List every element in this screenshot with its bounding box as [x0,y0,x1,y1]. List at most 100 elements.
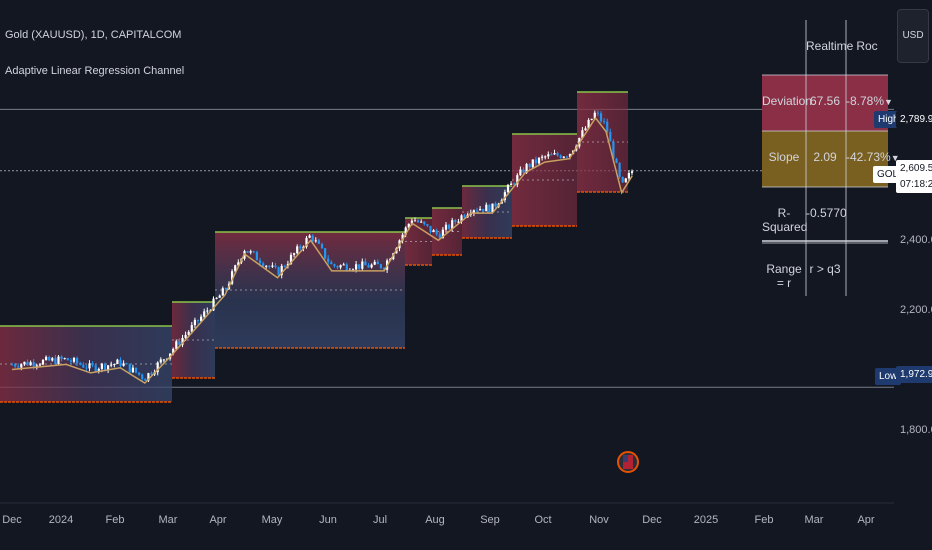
header-roc: Roc [856,39,878,53]
candle-body [488,204,491,213]
candle-body [531,159,534,168]
candle-body [38,364,41,366]
candle-body [141,374,144,379]
candle-body [522,169,525,173]
candle-body [454,220,457,223]
candle-body [29,362,32,366]
time-label: Jul [372,514,388,526]
roc-value: -42.73% [846,150,891,164]
candle-body [457,221,460,223]
candle-body [138,372,141,375]
row-slope-roc: -42.73%▼ [846,150,900,164]
time-label: 2024 [48,514,74,526]
candle-body [107,365,110,370]
candle-body [277,267,280,276]
header-realtime: Realtime [806,39,854,53]
candle-body [333,264,336,267]
event-marker[interactable] [617,451,639,473]
stats-table-background [762,20,888,296]
candle-body [10,364,14,366]
row-slope-label: Slope [768,150,800,164]
candle-body [258,260,262,264]
candle-body [274,265,277,268]
candle-body [246,251,249,253]
candle-body [172,348,175,354]
candle-body [339,265,342,268]
price-label: 2,400.00 [900,234,932,246]
candle-body [268,265,271,267]
candle-body [82,364,85,368]
current-price: 2,609.56 [896,160,932,177]
candle-body [159,359,162,363]
candle-body [606,121,609,133]
candle-body [17,366,20,368]
candle-body [162,359,165,361]
time-label: Feb [754,514,774,526]
candle-body [113,364,116,366]
candle-body [35,365,38,367]
candle-body [451,220,454,229]
candle-body [314,240,317,242]
down-arrow-icon: ▼ [884,97,893,107]
candle-body [361,261,364,269]
roc-value: -8.78% [846,94,885,108]
row-rsquared-realtime: -0.5770 [806,206,847,220]
row-rsquared-label: R-Squared [762,206,808,234]
candle-body [404,227,407,235]
candle-body [69,360,72,362]
candle-body [407,224,410,228]
candle-body [76,358,79,364]
candle-body [218,295,221,298]
candle-body [627,172,630,179]
candle-body [584,128,587,131]
candle-body [376,261,379,265]
candle-body [417,220,420,223]
symbol-title[interactable]: Gold (XAUUSD), 1D, CAPITALCOM [5,29,182,41]
candle-body [237,262,240,266]
candle-body [401,234,404,241]
candle-body [472,210,475,213]
indicator-name[interactable]: Adaptive Linear Regression Channel [5,65,185,77]
candle-body [590,118,593,120]
candle-body [283,265,286,267]
row-deviation-label: Deviation [762,94,813,108]
candle-body [324,248,327,259]
candle-body [463,215,466,218]
time-label: Jun [319,514,337,526]
candle-body [553,153,556,155]
candle-body [370,264,373,268]
candle-body [475,210,479,212]
candle-body [215,297,218,299]
moving-average-path [11,116,633,385]
time-label: Sep [480,514,500,526]
regression-channels [0,91,628,403]
candle-body [131,367,134,373]
time-label: Nov [589,514,609,526]
candle-body [100,363,103,369]
time-label: Dec [2,514,22,526]
candle-body [255,252,258,261]
candle-body [593,112,596,119]
candle-body [317,240,320,244]
slope-row-bg [762,131,888,187]
candle-body [603,121,606,123]
candle-body [196,319,200,322]
candle-body [212,298,215,311]
candle-body [51,358,54,361]
time-label: Mar [804,514,824,526]
candle-body [516,175,519,185]
row-range-label: Range = r [766,262,802,290]
time-label: Oct [534,514,552,526]
candle-body [150,373,153,375]
row-range-realtime: r > q3 [809,262,841,276]
candle-body [54,358,57,365]
moving-average-line [11,116,633,385]
candle-body [293,253,296,255]
candle-body [231,271,234,284]
candle-body [91,363,94,366]
candle-body [429,225,432,233]
currency-button[interactable]: USD [897,9,929,63]
high-tag: High [874,111,903,128]
candle-body [88,363,91,369]
